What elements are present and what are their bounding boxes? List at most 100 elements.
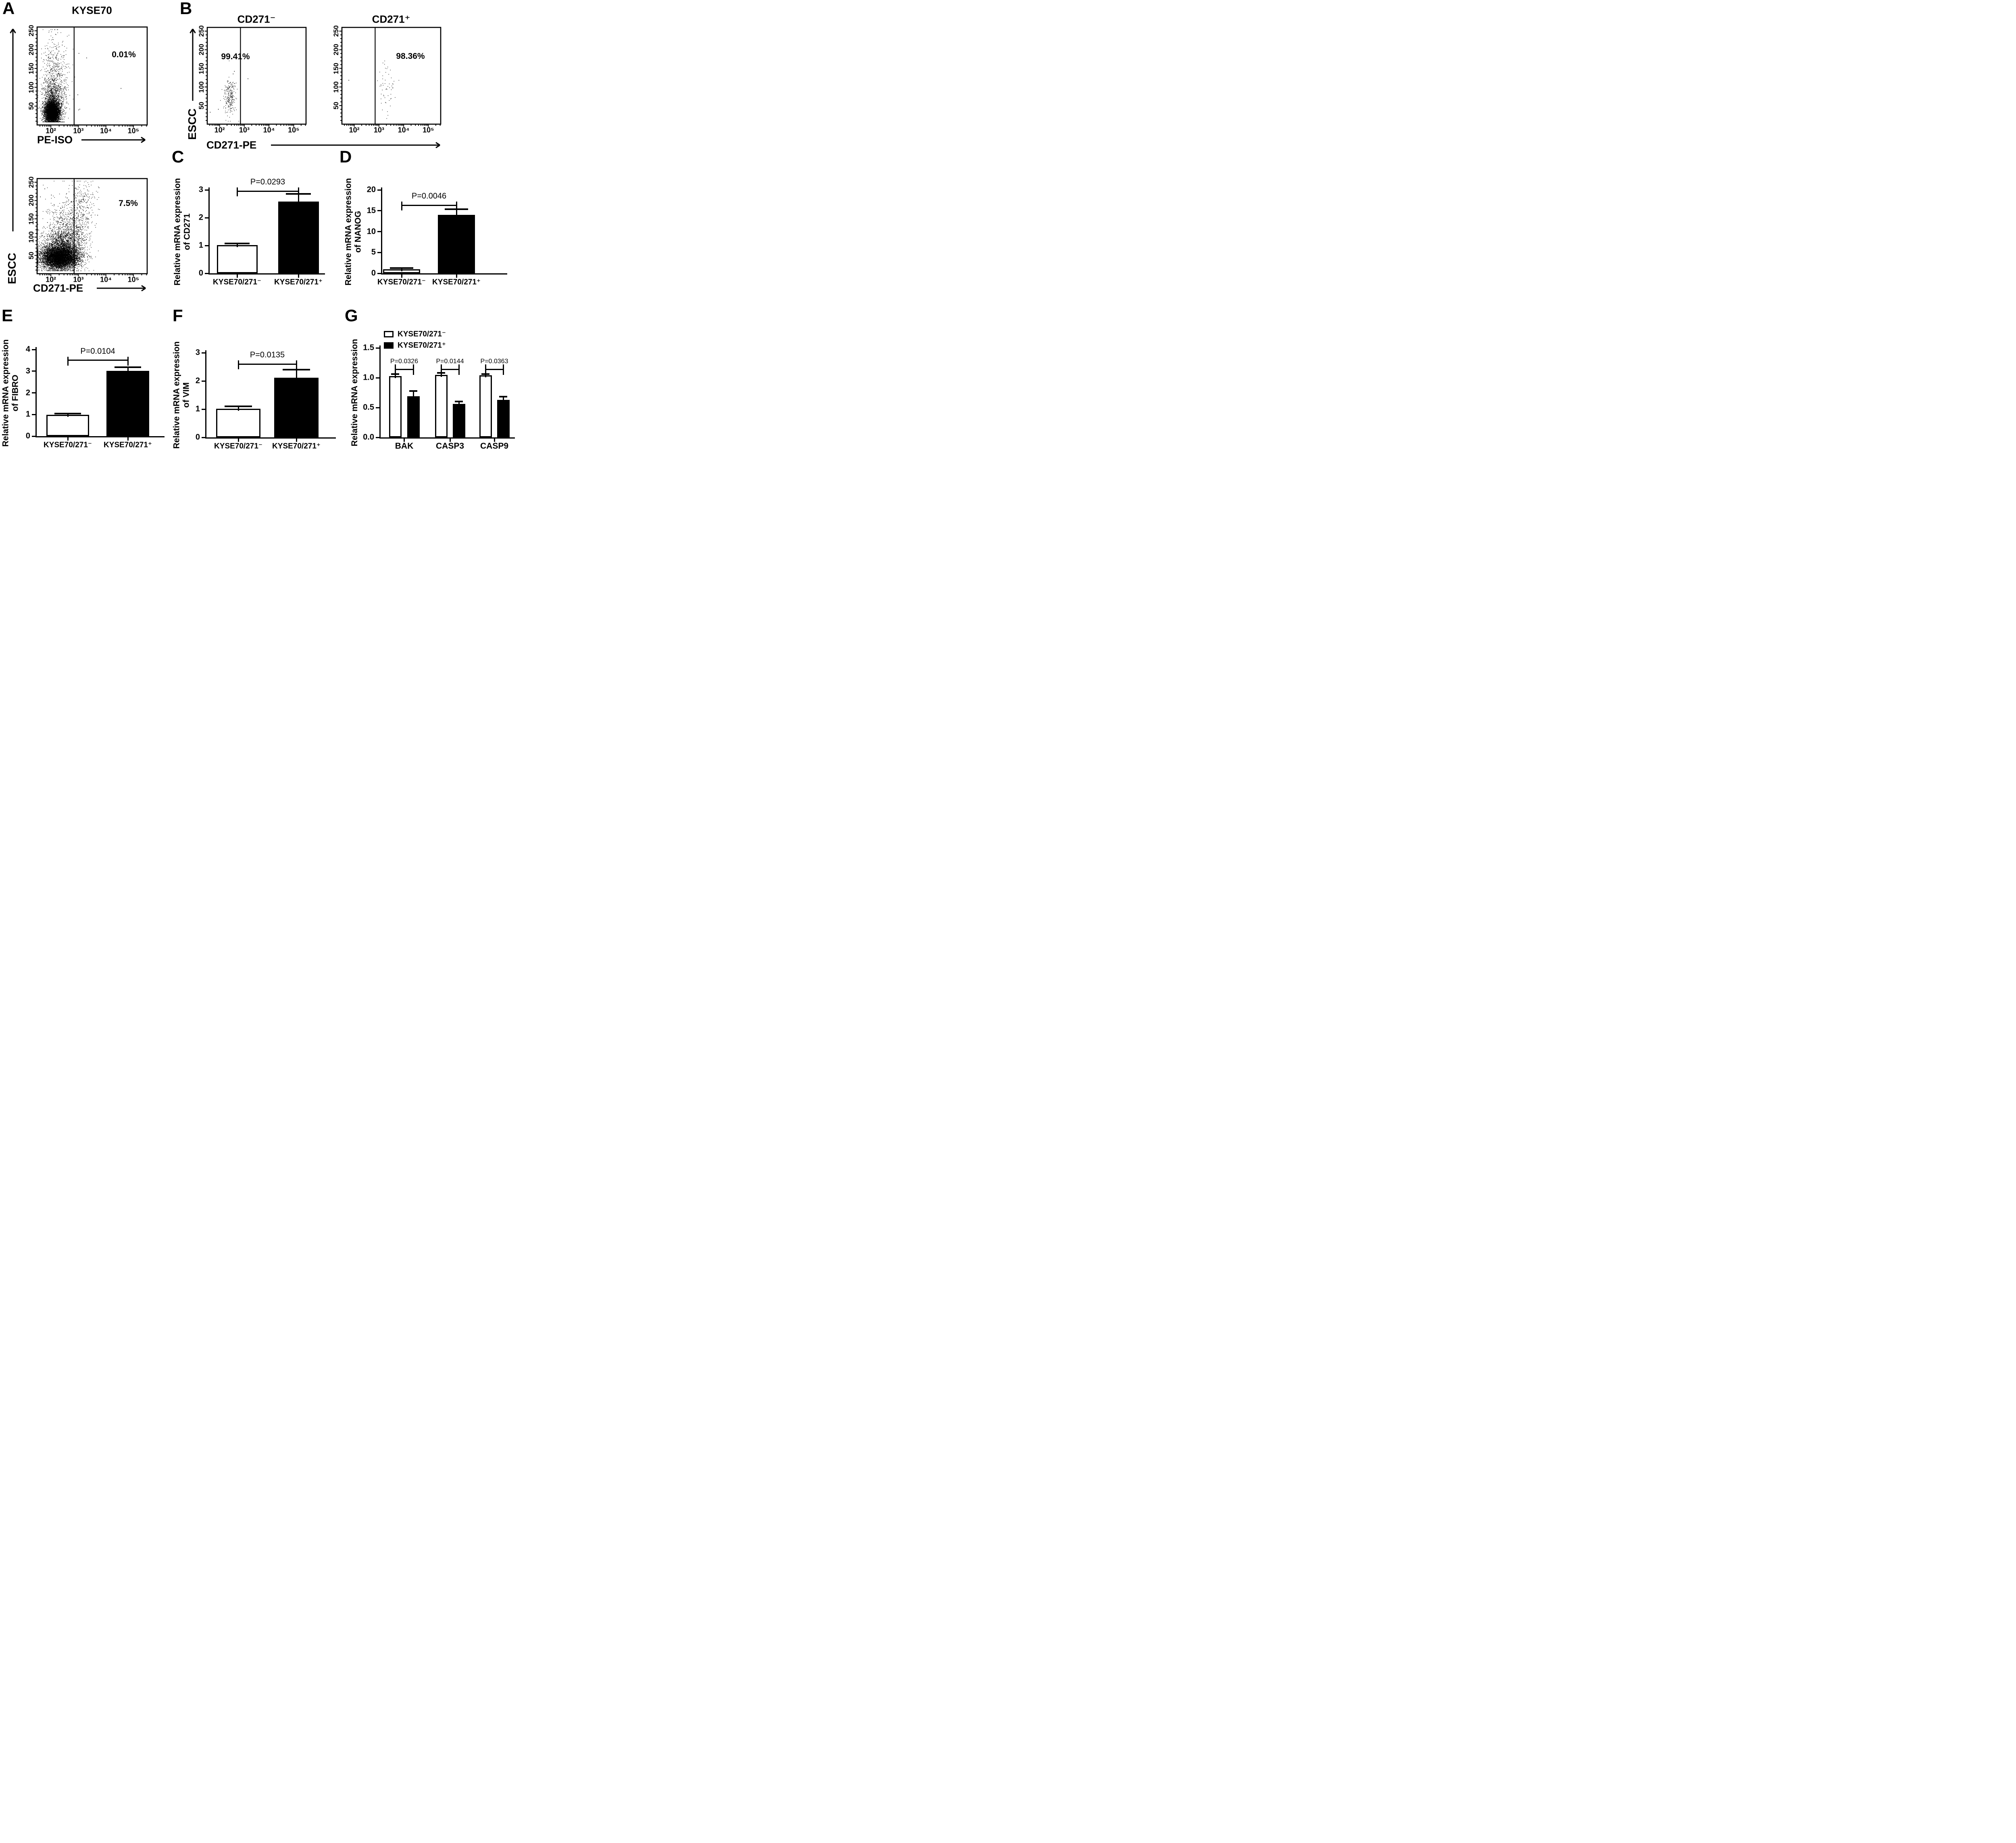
y-tick xyxy=(32,414,36,415)
y-tick-label: 100 xyxy=(332,81,340,93)
y-tick-label: 250 xyxy=(27,25,35,37)
y-tick xyxy=(376,377,380,379)
y-axis-line xyxy=(205,350,206,438)
p-value-label: P=0.0363 xyxy=(480,358,508,365)
bracket-end-tick xyxy=(458,364,460,375)
x-tick-label: 10³ xyxy=(73,275,84,284)
bracket-end-tick xyxy=(412,364,414,375)
y-tick-label: 5 xyxy=(371,248,376,257)
y-tick-label: 3 xyxy=(195,348,200,357)
y-tick-label: 150 xyxy=(332,62,340,74)
y-axis-line xyxy=(379,345,381,438)
category-tick xyxy=(236,275,238,278)
panel-label-f: F xyxy=(173,306,183,325)
y-tick-label: 200 xyxy=(27,44,35,56)
y-tick-label: 1 xyxy=(195,404,200,414)
x-axis-line xyxy=(35,436,165,437)
bracket-end-tick xyxy=(485,364,486,375)
y-tick xyxy=(32,392,36,393)
y-tick-label: 15 xyxy=(367,206,376,215)
category-tick xyxy=(127,437,129,441)
error-bar-stem xyxy=(127,367,129,373)
figure: A B C D E F G KYSE70 0.01% 50 100 150 200 250 1… xyxy=(0,0,520,461)
bar-black xyxy=(106,370,149,436)
category-tick xyxy=(298,275,299,278)
bar-white xyxy=(435,374,448,437)
error-bar-stem xyxy=(401,268,402,271)
flow-plot-title: CD271⁺ xyxy=(372,13,410,25)
y-tick xyxy=(202,352,206,354)
y-axis-title: Relative mRNA expression xyxy=(350,339,360,447)
y-tick-label: 100 xyxy=(198,81,205,93)
error-bar-cap xyxy=(115,366,141,368)
y-tick xyxy=(377,272,381,274)
bar-white xyxy=(216,409,260,437)
x-tick-label: 10⁵ xyxy=(423,126,434,134)
y-tick-label: 150 xyxy=(27,62,35,74)
error-bar-stem xyxy=(394,374,396,378)
y-axis-title: Relative mRNA expression of VIM xyxy=(172,341,191,449)
p-value-label: P=0.0326 xyxy=(390,358,418,365)
panel-label-a: A xyxy=(2,0,15,18)
category-tick xyxy=(296,439,297,442)
category-label: KYSE70/271⁺ xyxy=(272,442,321,451)
bar-black xyxy=(452,404,465,437)
bracket-end-tick xyxy=(298,187,299,197)
p-value-label: P=0.0135 xyxy=(250,350,285,360)
y-tick xyxy=(32,370,36,372)
bar-black xyxy=(274,377,319,437)
significance-bracket xyxy=(485,368,504,370)
flow-plot-title: KYSE70 xyxy=(72,4,112,17)
category-label: KYSE70/271⁺ xyxy=(432,278,481,287)
y-tick xyxy=(377,189,381,191)
y-tick-label: 50 xyxy=(27,102,35,110)
y-tick-label: 0 xyxy=(371,268,376,278)
bar-black xyxy=(438,215,475,273)
significance-bracket xyxy=(236,190,299,192)
error-bar-cap xyxy=(409,390,417,392)
bracket-end-tick xyxy=(127,356,129,366)
y-axis-title-line: Relative mRNA expression xyxy=(173,178,182,286)
category-tick xyxy=(237,439,239,442)
panel-label-c: C xyxy=(172,147,184,166)
y-tick-label: 0 xyxy=(195,433,200,442)
y-axis-title-line: Relative mRNA expression xyxy=(344,178,353,286)
y-axis-title-line: Relative mRNA expression xyxy=(350,339,360,447)
x-tick-label: 10² xyxy=(349,126,360,134)
y-axis-title: Relative mRNA expression of CD271 xyxy=(173,178,192,286)
y-tick xyxy=(376,407,380,408)
category-tick xyxy=(401,275,402,278)
y-tick xyxy=(32,349,36,350)
x-tick-label: 10² xyxy=(46,275,56,284)
bracket-end-tick xyxy=(296,360,297,369)
y-tick-label: 2 xyxy=(195,376,200,385)
x-tick-label: 10³ xyxy=(373,126,384,134)
bracket-end-tick xyxy=(394,364,396,375)
error-bar-stem xyxy=(67,414,69,417)
error-bar-stem xyxy=(456,209,457,217)
y-axis-label-escc: ESCC xyxy=(186,108,198,140)
y-tick-label: 10 xyxy=(367,227,376,236)
panel-label-d: D xyxy=(339,147,352,166)
y-tick-label: 150 xyxy=(198,62,205,74)
bracket-end-tick xyxy=(237,360,239,369)
y-tick-label: 0 xyxy=(25,431,30,441)
category-label: KYSE70/271⁻ xyxy=(44,441,92,449)
flow-plot-title: CD271⁻ xyxy=(237,13,276,25)
y-axis-title-line: of NANOG xyxy=(353,211,362,253)
y-tick-label: 50 xyxy=(332,102,340,110)
y-tick-label: 1 xyxy=(198,241,203,250)
significance-bracket xyxy=(401,204,457,206)
bar-white xyxy=(389,376,402,437)
bracket-end-tick xyxy=(456,202,457,211)
category-label: BAK xyxy=(395,441,414,451)
x-tick-label: 10⁵ xyxy=(127,275,140,284)
y-tick-label: 2 xyxy=(25,388,30,397)
x-tick-label: 10³ xyxy=(73,127,84,135)
error-bar-stem xyxy=(412,391,414,398)
legend-label: KYSE70/271⁺ xyxy=(398,341,446,350)
error-bar-cap xyxy=(54,413,81,415)
gate-percent-label: 98.36% xyxy=(396,52,425,61)
error-bar-stem xyxy=(296,370,297,380)
bracket-end-tick xyxy=(440,364,442,375)
